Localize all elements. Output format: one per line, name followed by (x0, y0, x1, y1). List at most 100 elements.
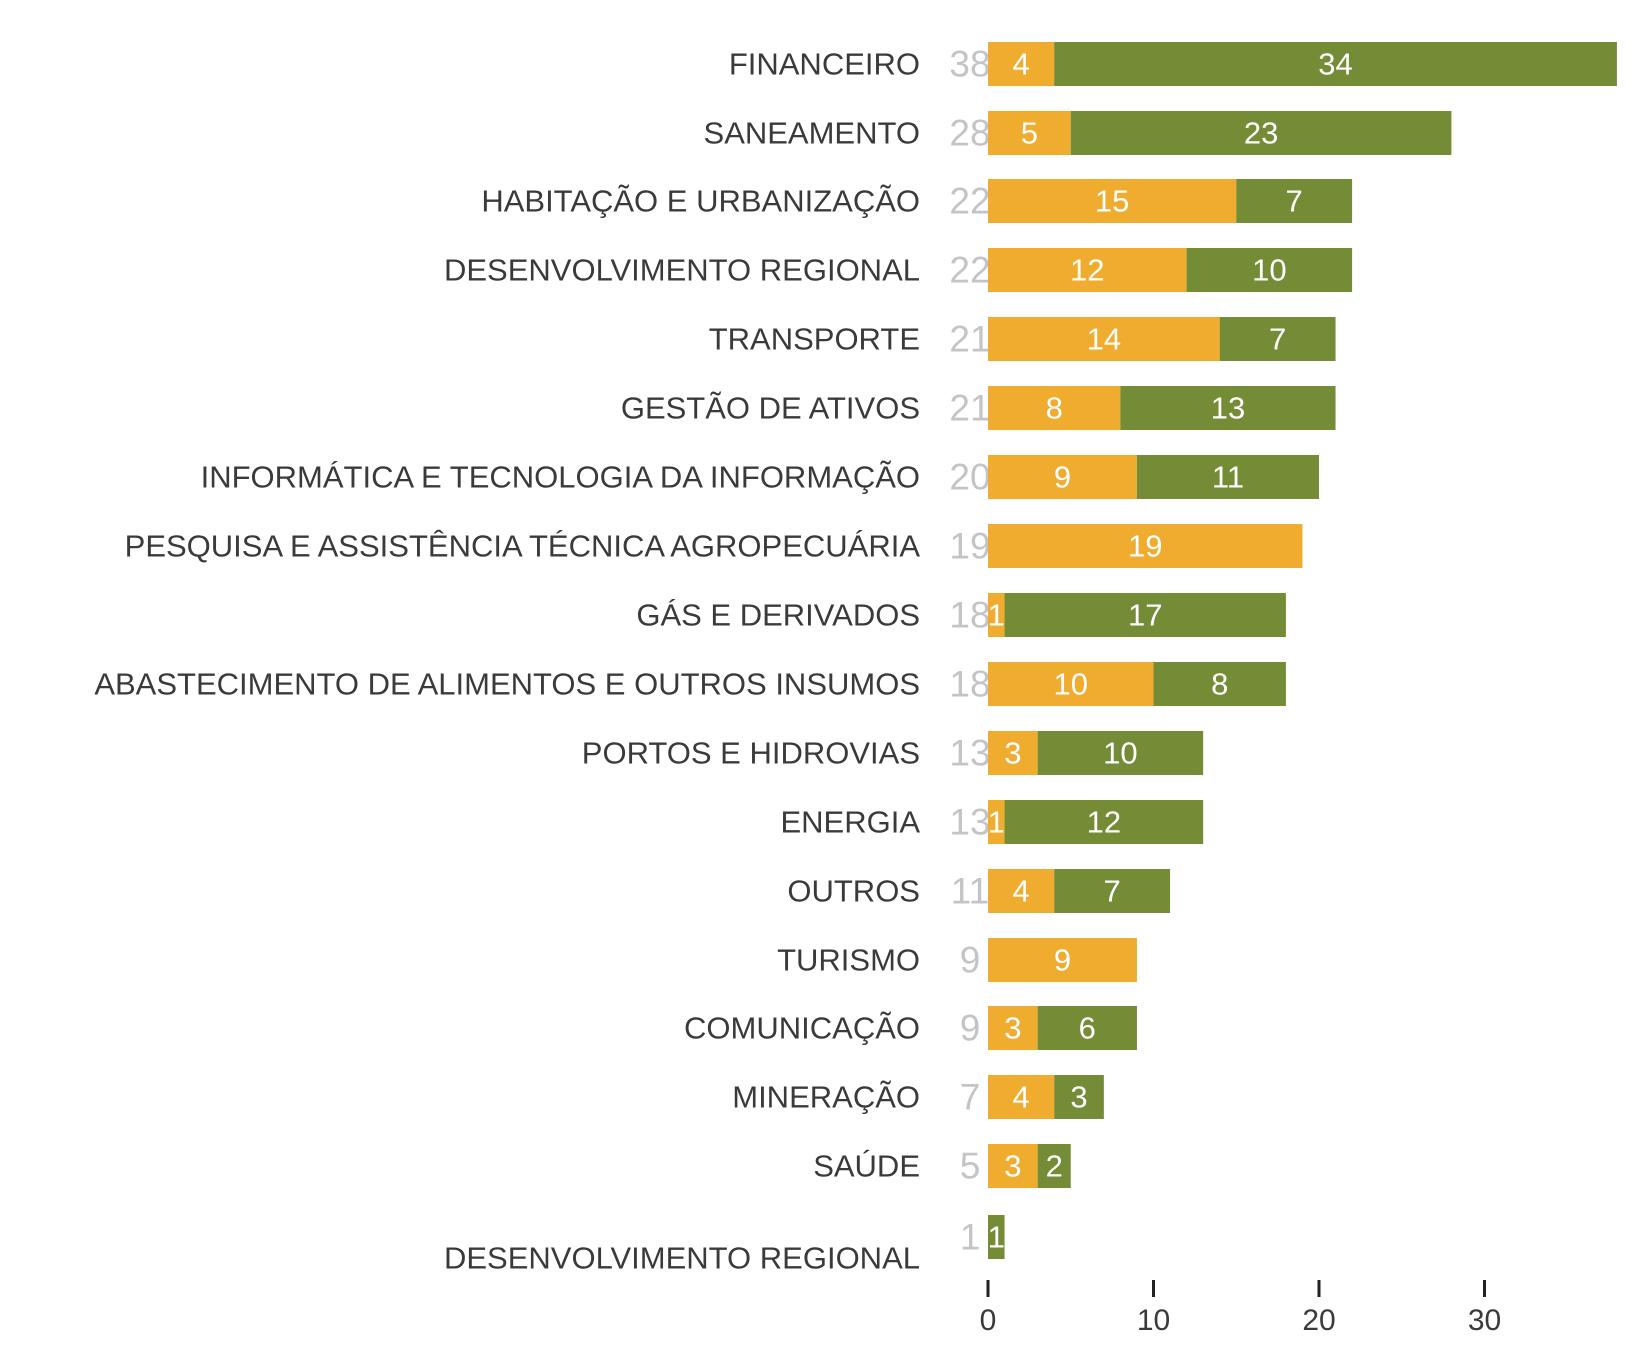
total-label: 7 (960, 1077, 981, 1118)
segment-value-label: 10 (1103, 736, 1137, 771)
segment-value-label: 8 (1211, 667, 1228, 702)
segment-value-label: 3 (1004, 1011, 1021, 1046)
segment-value-label: 3 (1070, 1080, 1087, 1115)
bar-segment-orange (988, 455, 1137, 499)
total-label: 21 (949, 388, 990, 429)
total-label: 11 (951, 871, 989, 912)
segment-value-label: 7 (1286, 184, 1303, 219)
total-label: 38 (949, 44, 990, 85)
bar-segment-orange (988, 869, 1055, 913)
bar-row: ENERGIA 131 12 (780, 800, 1204, 844)
segment-value-label: 11 (1212, 460, 1244, 495)
bar-segment-green (1070, 111, 1452, 155)
segment-value-label: 12 (1087, 805, 1121, 840)
bar-segment-orange (988, 524, 1303, 568)
bar-segment-orange (988, 1006, 1038, 1050)
bar-row: MINERAÇÃO 7 4 3 (732, 1075, 1104, 1119)
bar-segment-orange (988, 248, 1187, 292)
category-label: PESQUISA E ASSISTÊNCIA TÉCNICA AGROPECUÁ… (125, 529, 921, 564)
category-label: TRANSPORTE (709, 322, 920, 357)
segment-value-label: 23 (1244, 116, 1278, 151)
category-label: GÁS E DERIVADOS (636, 598, 920, 633)
segment-value-label: 7 (1104, 874, 1121, 909)
total-label: 21 (949, 319, 990, 360)
segment-value-label: 9 (1054, 460, 1071, 495)
bar-row: PORTOS E HIDROVIAS 13 3 10 (582, 731, 1204, 775)
segment-value-label: 10 (1054, 667, 1088, 702)
category-label: GESTÃO DE ATIVOS (621, 391, 920, 426)
category-label: MINERAÇÃO (732, 1080, 920, 1115)
bar-row: FINANCEIRO 38 4 34 (729, 42, 1617, 86)
segment-value-label: 3 (1004, 736, 1021, 771)
segment-value-label: 4 (1012, 47, 1029, 82)
category-label: SANEAMENTO (704, 116, 920, 151)
bar-segment-green (1120, 386, 1336, 430)
category-label: DESENVOLVIMENTO REGIONAL (444, 253, 920, 288)
segment-value-label: 10 (1252, 253, 1286, 288)
bar-row: INFORMÁTICA E TECNOLOGIA DA INFORMAÇÃO 20… (201, 455, 1319, 499)
bar-segment-orange (988, 179, 1237, 223)
segment-value-label: 4 (1012, 874, 1029, 909)
total-label: 1 (960, 1217, 981, 1258)
bar-segment-green (1037, 1006, 1137, 1050)
bar-row: DESENVOLVIMENTO REGIONAL 22 12 10 (444, 248, 1353, 292)
bar-segment-orange (988, 662, 1154, 706)
total-label: 9 (960, 940, 981, 981)
bar-segment-orange (988, 42, 1055, 86)
x-axis: 0 10 20 30 (980, 1280, 1501, 1337)
bar-row: SANEAMENTO 28 5 23 (704, 111, 1452, 155)
bar-segment-green (1037, 1144, 1071, 1188)
bar-segment-green (1153, 662, 1286, 706)
bar-segment-green (1004, 800, 1204, 844)
bar-segment-orange (988, 731, 1038, 775)
segment-value-label: 14 (1087, 322, 1121, 357)
segment-value-label: 4 (1012, 1080, 1029, 1115)
total-label: 20 (949, 457, 990, 498)
segment-value-label: 15 (1095, 184, 1129, 219)
bar-segment-green (1136, 455, 1319, 499)
segment-value-label: 8 (1046, 391, 1063, 426)
segment-value-label: 19 (1128, 529, 1162, 564)
category-label: OUTROS (787, 874, 920, 909)
segment-value-label: 3 (1004, 1149, 1021, 1184)
segment-value-label: 13 (1211, 391, 1245, 426)
bar-segment-orange (988, 111, 1071, 155)
bar-row: SAÚDE 5 3 2 (813, 1144, 1071, 1188)
bar-segment-green (1054, 1075, 1104, 1119)
total-label: 19 (949, 526, 990, 567)
category-label: SAÚDE (813, 1149, 920, 1184)
segment-value-label: 1 (988, 598, 1005, 633)
bar-row: GÁS E DERIVADOS 181 17 (636, 593, 1286, 637)
total-label: 28 (949, 113, 990, 154)
bar-segment-green (1037, 731, 1204, 775)
bar-segment-orange (988, 593, 1005, 637)
bar-segment-orange (988, 800, 1005, 844)
bar-segment-green (988, 1215, 1005, 1259)
category-label: TURISMO (777, 943, 920, 978)
bar-segment-orange (988, 317, 1220, 361)
bar-segment-green (1054, 42, 1617, 86)
bar-row: TURISMO 9 9 (777, 938, 1137, 982)
segment-value-label: 9 (1054, 943, 1071, 978)
bar-segment-orange (988, 386, 1121, 430)
segment-value-label: 1 (988, 805, 1005, 840)
bar-row: OUTROS 11 4 7 (787, 869, 1171, 913)
bar-segment-green (1219, 317, 1336, 361)
bar-row: COMUNICAÇÃO 9 3 6 (684, 1006, 1137, 1050)
segment-value-label: 34 (1318, 47, 1352, 82)
x-tick-label: 20 (1302, 1304, 1335, 1337)
segment-value-label: 17 (1128, 598, 1162, 633)
x-tick-label: 10 (1137, 1304, 1170, 1337)
segment-value-label: 2 (1046, 1149, 1063, 1184)
category-label: FINANCEIRO (729, 47, 920, 82)
total-label: 13 (949, 802, 990, 843)
category-label: INFORMÁTICA E TECNOLOGIA DA INFORMAÇÃO (201, 460, 920, 495)
bar-row: PESQUISA E ASSISTÊNCIA TÉCNICA AGROPECUÁ… (125, 524, 1303, 568)
bar-row: GESTÃO DE ATIVOS 21 8 13 (621, 386, 1336, 430)
total-label: 13 (949, 733, 990, 774)
segment-value-label: 12 (1070, 253, 1104, 288)
category-label: ENERGIA (780, 805, 920, 840)
bar-segment-green (1236, 179, 1353, 223)
bar-segment-green (1186, 248, 1353, 292)
